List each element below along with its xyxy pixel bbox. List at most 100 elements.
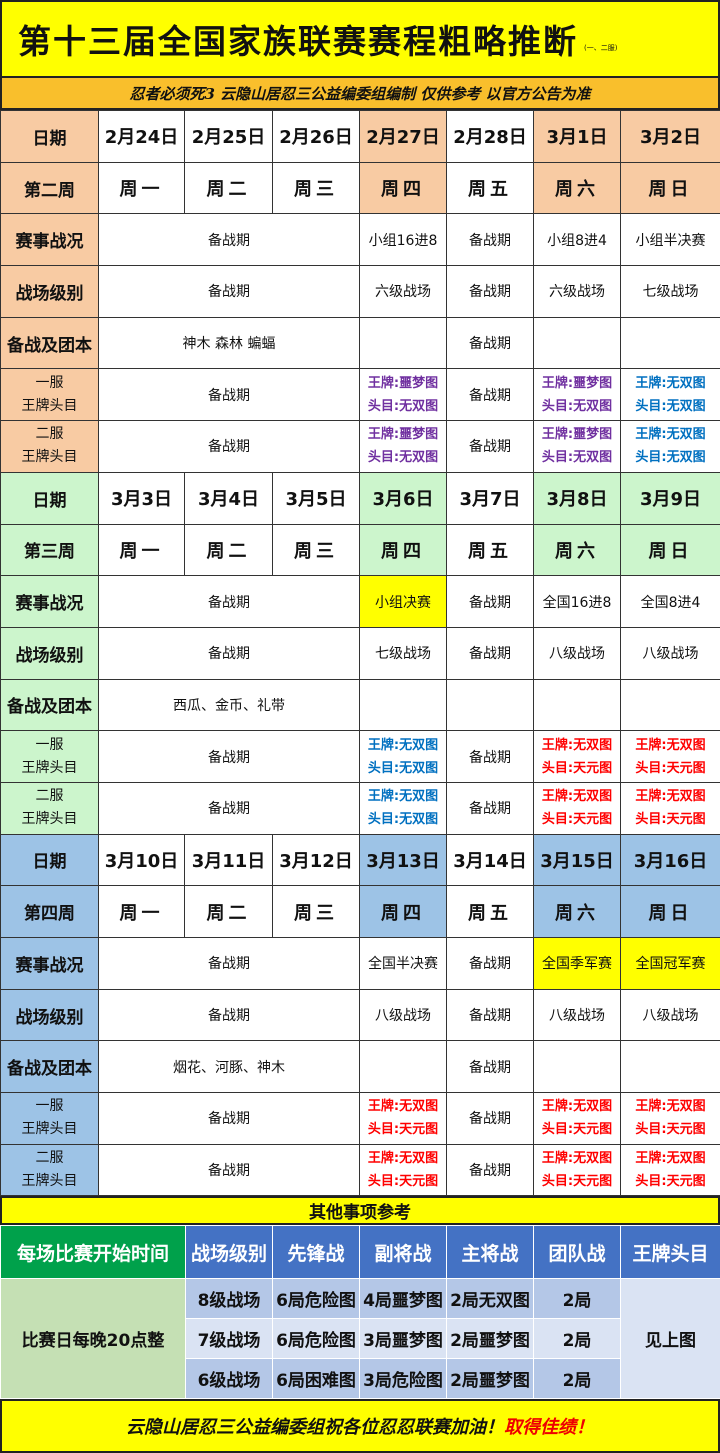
row-label: 赛事战况 xyxy=(1,576,99,628)
cell-line: 王牌:无双图 xyxy=(621,423,720,446)
schedule-cell: 备战期 xyxy=(99,1093,360,1145)
schedule-cell: 八级战场 xyxy=(621,627,720,679)
date-cell: 2月24日 xyxy=(99,111,185,163)
reference-cell: 7级战场 xyxy=(186,1319,273,1359)
row-label: 战场级别 xyxy=(1,989,99,1041)
row-label-line: 王牌头目 xyxy=(1,1118,98,1141)
weekday-cell: 周日 xyxy=(621,162,720,214)
date-cell: 2月25日 xyxy=(185,111,273,163)
cell-line: 头目:无双图 xyxy=(360,395,446,418)
date-cell: 3月2日 xyxy=(621,111,720,163)
row-label-line: 一服 xyxy=(1,372,98,395)
weekday-cell: 周一 xyxy=(99,886,185,938)
schedule-cell: 烟花、河豚、神木 xyxy=(99,1041,360,1093)
row-label-line: 二服 xyxy=(1,785,98,808)
row-label-line: 王牌头目 xyxy=(1,395,98,418)
reference-header: 先锋战 xyxy=(273,1226,360,1279)
date-label: 日期 xyxy=(1,834,99,886)
row-label: 战场级别 xyxy=(1,266,99,318)
reference-cell: 4局噩梦图 xyxy=(360,1279,447,1319)
weekday-cell: 周三 xyxy=(273,524,360,576)
reference-cell: 2局无双图 xyxy=(447,1279,534,1319)
reference-header: 王牌头目 xyxy=(621,1226,720,1279)
cell-line: 王牌:噩梦图 xyxy=(360,423,446,446)
date-cell: 3月13日 xyxy=(360,834,447,886)
weekday-cell: 周二 xyxy=(185,524,273,576)
schedule-cell: 六级战场 xyxy=(534,266,621,318)
schedule-cell xyxy=(621,317,720,369)
schedule-cell: 七级战场 xyxy=(360,627,447,679)
reference-header: 团队战 xyxy=(534,1226,621,1279)
schedule-cell: 备战期 xyxy=(447,1144,534,1196)
schedule-cell: 王牌:无双图头目:天元图 xyxy=(534,1144,621,1196)
date-cell: 2月26日 xyxy=(273,111,360,163)
cell-line: 王牌:噩梦图 xyxy=(360,372,446,395)
cell-line: 王牌:噩梦图 xyxy=(534,372,620,395)
schedule-cell: 全国16进8 xyxy=(534,576,621,628)
cell-line: 头目:天元图 xyxy=(534,808,620,831)
weekday-cell: 周三 xyxy=(273,162,360,214)
schedule-cell: 备战期 xyxy=(447,369,534,421)
table-row: 赛事战况备战期全国半决赛备战期全国季军赛全国冠军赛 xyxy=(1,938,720,990)
schedule-cell: 小组8进4 xyxy=(534,214,621,266)
date-cell: 3月6日 xyxy=(360,472,447,524)
row-label-line: 二服 xyxy=(1,1147,98,1170)
schedule-cell: 备战期 xyxy=(447,266,534,318)
reference-header: 每场比赛开始时间 xyxy=(1,1226,186,1279)
date-cell: 3月8日 xyxy=(534,472,621,524)
week-label: 第四周 xyxy=(1,886,99,938)
reference-cell: 2局 xyxy=(534,1359,621,1399)
schedule-cell: 王牌:噩梦图头目:无双图 xyxy=(360,421,447,473)
cell-line: 王牌:无双图 xyxy=(360,1147,446,1170)
cell-line: 头目:天元图 xyxy=(534,1118,620,1141)
weekday-cell: 周日 xyxy=(621,886,720,938)
reference-header: 主将战 xyxy=(447,1226,534,1279)
row-label: 一服王牌头目 xyxy=(1,731,99,783)
row-label: 战场级别 xyxy=(1,627,99,679)
schedule-cell: 备战期 xyxy=(99,989,360,1041)
schedule-cell: 六级战场 xyxy=(360,266,447,318)
cell-line: 头目:无双图 xyxy=(534,446,620,469)
row-label: 二服王牌头目 xyxy=(1,421,99,473)
schedule-cell xyxy=(621,1041,720,1093)
schedule-cell: 小组决赛 xyxy=(360,576,447,628)
date-cell: 3月3日 xyxy=(99,472,185,524)
row-label-line: 王牌头目 xyxy=(1,757,98,780)
schedule-cell: 小组半决赛 xyxy=(621,214,720,266)
cell-line: 头目:天元图 xyxy=(360,1170,446,1193)
footer-banner: 云隐山居忍三公益编委组祝各位忍忍联赛加油！ 取得佳绩！ xyxy=(0,1399,720,1453)
date-label: 日期 xyxy=(1,472,99,524)
date-cell: 3月12日 xyxy=(273,834,360,886)
schedule-cell: 备战期 xyxy=(447,782,534,834)
cell-line: 头目:天元图 xyxy=(621,757,720,780)
weekday-cell: 周四 xyxy=(360,524,447,576)
weekday-cell: 周六 xyxy=(534,524,621,576)
schedule-cell: 备战期 xyxy=(99,938,360,990)
table-row: 战场级别备战期六级战场备战期六级战场七级战场 xyxy=(1,266,720,318)
schedule-cell xyxy=(534,317,621,369)
schedule-cell: 备战期 xyxy=(447,421,534,473)
weekday-cell: 周四 xyxy=(360,162,447,214)
schedule-cell: 备战期 xyxy=(99,1144,360,1196)
weekday-cell: 周二 xyxy=(185,886,273,938)
reference-header: 副将战 xyxy=(360,1226,447,1279)
schedule-cell xyxy=(360,317,447,369)
schedule-cell: 王牌:无双图头目:天元图 xyxy=(360,1093,447,1145)
cell-line: 王牌:无双图 xyxy=(534,734,620,757)
schedule-cell: 备战期 xyxy=(99,214,360,266)
cell-line: 头目:无双图 xyxy=(621,446,720,469)
schedule-cell: 备战期 xyxy=(447,731,534,783)
reference-cell: 2局 xyxy=(534,1279,621,1319)
cell-line: 头目:无双图 xyxy=(534,395,620,418)
schedule-cell: 备战期 xyxy=(447,576,534,628)
cell-line: 头目:天元图 xyxy=(534,757,620,780)
weekday-cell: 周六 xyxy=(534,162,621,214)
schedule-cell: 王牌:无双图头目:天元图 xyxy=(621,1093,720,1145)
weekday-cell: 周三 xyxy=(273,886,360,938)
weekday-cell: 周五 xyxy=(447,886,534,938)
